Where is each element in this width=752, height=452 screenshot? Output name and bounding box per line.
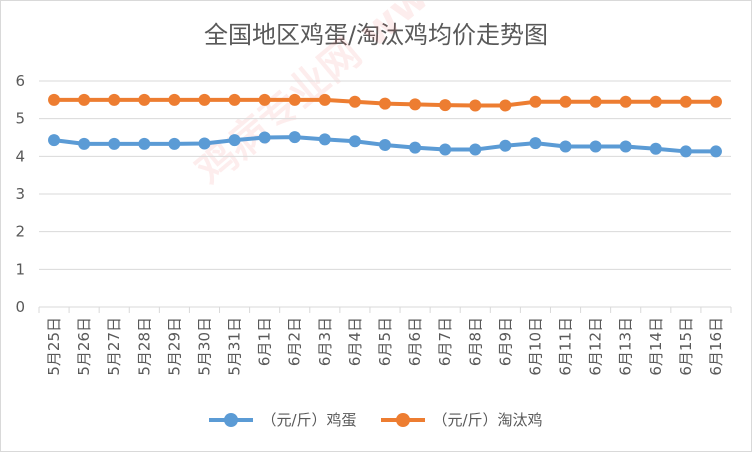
x-tick-label: 6月11日 bbox=[557, 317, 575, 376]
chart-title: 全国地区鸡蛋/淘汰鸡均价走势图 bbox=[203, 21, 549, 49]
series-1-point bbox=[138, 93, 151, 106]
y-tick-label: 4 bbox=[15, 147, 25, 165]
y-tick-label: 0 bbox=[15, 298, 25, 316]
legend: （元/斤）鸡蛋 （元/斤）淘汰鸡 bbox=[1, 409, 751, 430]
series-0-point bbox=[318, 133, 331, 146]
y-tick-label: 3 bbox=[15, 185, 25, 203]
series-0-point bbox=[288, 131, 301, 144]
x-tick-label: 5月27日 bbox=[105, 317, 123, 376]
x-tick-label: 5月26日 bbox=[75, 317, 93, 376]
y-tick-label: 1 bbox=[15, 260, 25, 278]
x-tick-label: 6月16日 bbox=[707, 317, 725, 376]
x-tick-label: 5月25日 bbox=[45, 317, 63, 376]
series-0-point bbox=[258, 131, 271, 144]
series-1-point bbox=[499, 99, 512, 112]
series-0-point bbox=[559, 140, 572, 153]
x-tick-label: 6月14日 bbox=[647, 317, 665, 376]
y-tick-label: 6 bbox=[15, 72, 25, 90]
series-1-point bbox=[228, 93, 241, 106]
series-0-point bbox=[138, 137, 151, 150]
legend-marker bbox=[224, 412, 239, 427]
y-tick-label: 2 bbox=[15, 223, 25, 241]
x-tick-label: 6月6日 bbox=[406, 317, 424, 366]
series-0-point bbox=[409, 141, 422, 154]
x-tick-label: 6月5日 bbox=[376, 317, 394, 366]
series-0-point bbox=[439, 143, 452, 156]
legend-swatch bbox=[209, 412, 254, 427]
legend-item-0: （元/斤）鸡蛋 bbox=[209, 409, 357, 430]
x-tick-label: 6月7日 bbox=[436, 317, 454, 366]
series-0-point bbox=[589, 140, 602, 153]
x-tick-label: 6月3日 bbox=[316, 317, 334, 366]
series-0-point bbox=[529, 137, 542, 150]
series-1-point bbox=[649, 95, 662, 108]
series-1-point bbox=[469, 99, 482, 112]
series-1-point bbox=[679, 95, 692, 108]
series-1-point bbox=[379, 97, 391, 110]
series-0-point bbox=[469, 143, 482, 156]
series-0-point bbox=[619, 140, 632, 153]
x-tick-label: 5月29日 bbox=[165, 317, 183, 376]
series-1-point bbox=[619, 95, 632, 108]
series-0-point bbox=[679, 145, 692, 158]
series-1-point bbox=[709, 95, 722, 108]
series-0-point bbox=[348, 135, 361, 148]
series-1-point bbox=[348, 95, 361, 108]
series-0-point bbox=[228, 134, 241, 147]
x-tick-label: 5月28日 bbox=[135, 317, 153, 376]
series-0-point bbox=[168, 137, 181, 150]
legend-label: （元/斤）淘汰鸡 bbox=[432, 411, 543, 429]
x-tick-label: 6月9日 bbox=[496, 317, 514, 366]
x-tick-label: 6月13日 bbox=[617, 317, 635, 376]
y-tick-label: 5 bbox=[15, 110, 25, 128]
series-1-point bbox=[439, 99, 452, 112]
series-0-point bbox=[78, 137, 91, 150]
x-tick-label: 6月1日 bbox=[256, 317, 274, 366]
x-tick-label: 6月15日 bbox=[677, 317, 695, 376]
series-0-point bbox=[379, 139, 391, 152]
series-1-point bbox=[288, 93, 301, 106]
series-1-point bbox=[559, 95, 572, 108]
x-tick-label: 6月4日 bbox=[346, 317, 364, 366]
series-0-point bbox=[198, 137, 211, 150]
series-1-point bbox=[108, 93, 121, 106]
legend-marker bbox=[395, 412, 410, 427]
x-tick-label: 5月31日 bbox=[226, 317, 244, 376]
legend-swatch bbox=[380, 412, 425, 427]
x-tick-label: 5月30日 bbox=[195, 317, 213, 376]
series-0-point bbox=[499, 139, 512, 152]
x-tick-label: 6月2日 bbox=[286, 317, 304, 366]
series-1-point bbox=[409, 98, 422, 111]
series-1-point bbox=[198, 93, 211, 106]
series-1-point bbox=[258, 93, 271, 106]
series-1-point bbox=[589, 95, 602, 108]
series-1-point bbox=[48, 93, 61, 106]
series-0-point bbox=[709, 145, 722, 158]
series-0-point bbox=[48, 134, 61, 147]
x-tick-label: 6月12日 bbox=[587, 317, 605, 376]
series-1-point bbox=[168, 93, 181, 106]
series-0-point bbox=[108, 137, 121, 150]
series-0-point bbox=[649, 142, 662, 155]
x-tick-label: 6月8日 bbox=[466, 317, 484, 366]
legend-item-1: （元/斤）淘汰鸡 bbox=[380, 409, 543, 430]
legend-label: （元/斤）鸡蛋 bbox=[261, 411, 357, 429]
x-tick-label: 6月10日 bbox=[526, 317, 544, 376]
series-1-point bbox=[529, 95, 542, 108]
series-1-point bbox=[78, 93, 91, 106]
series-1-point bbox=[318, 93, 331, 106]
